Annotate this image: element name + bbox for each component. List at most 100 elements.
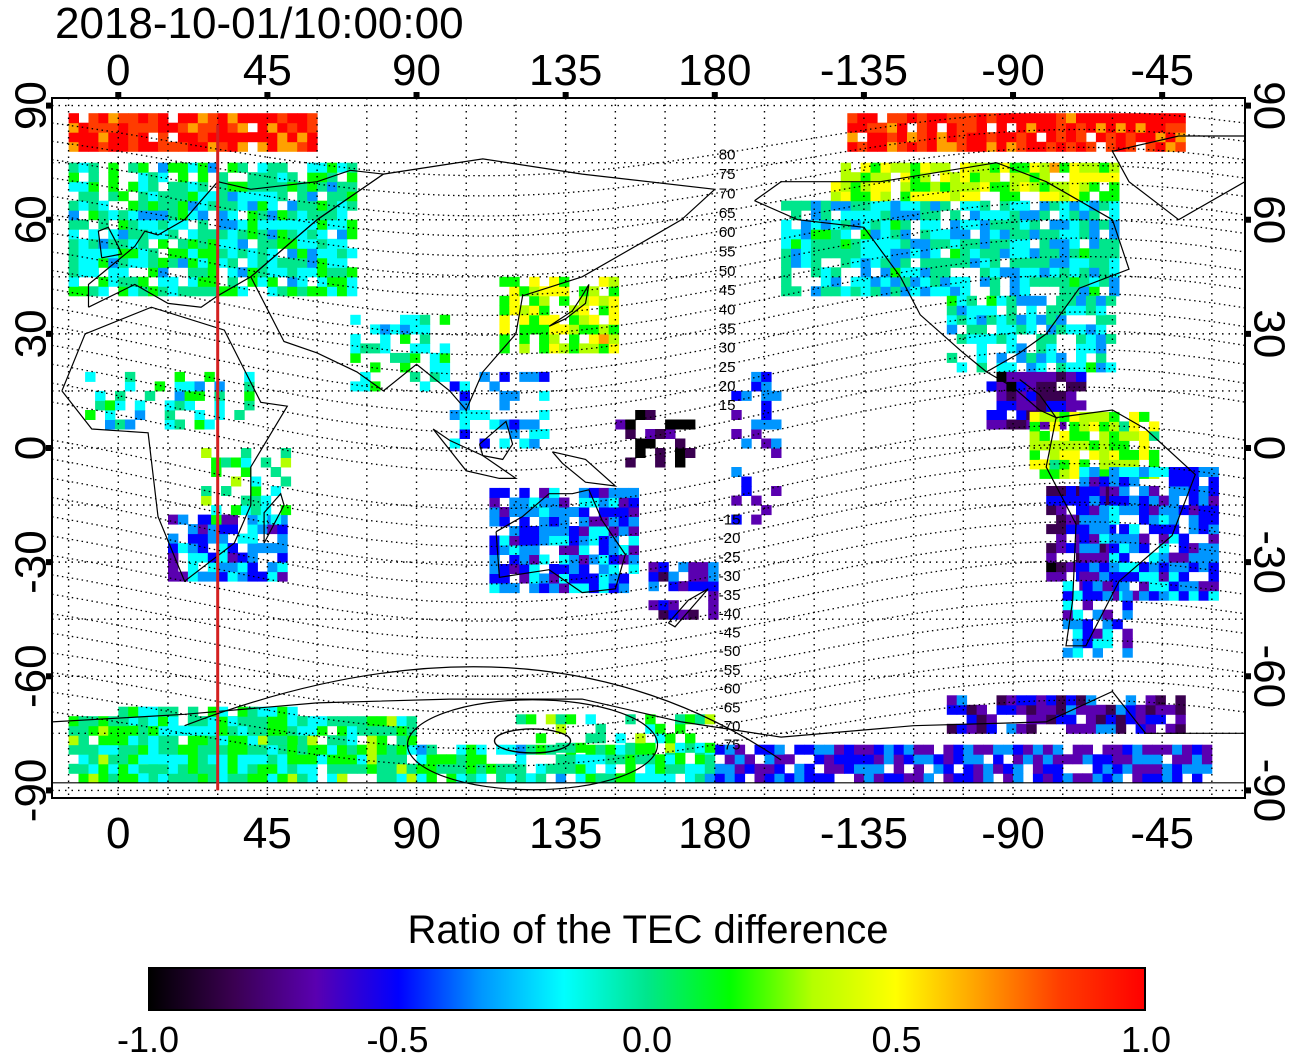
tec-patch xyxy=(128,744,139,755)
tec-patch xyxy=(489,419,500,430)
tec-patch xyxy=(999,210,1011,221)
tec-patch xyxy=(810,286,822,297)
tec-patch xyxy=(1052,763,1064,774)
tec-patch xyxy=(1099,238,1110,249)
tec-patch xyxy=(221,486,232,496)
tec-patch xyxy=(380,343,391,354)
tec-patch xyxy=(910,172,921,183)
tec-patch xyxy=(78,141,89,152)
tec-patch xyxy=(655,448,666,458)
tec-patch xyxy=(98,257,109,268)
tec-patch xyxy=(519,545,530,555)
tec-patch xyxy=(260,457,272,468)
tec-patch xyxy=(923,754,934,765)
tec-patch xyxy=(1056,324,1067,335)
tec-patch xyxy=(207,267,219,278)
tec-patch xyxy=(559,343,570,354)
tec-patch xyxy=(1089,486,1100,496)
tec-patch xyxy=(900,248,911,259)
tec-patch xyxy=(860,181,871,192)
tec-patch xyxy=(346,735,358,746)
tec-patch xyxy=(625,773,636,784)
tec-patch xyxy=(946,704,958,715)
tec-patch xyxy=(860,267,871,278)
tec-patch xyxy=(1076,704,1087,715)
tec-patch xyxy=(588,324,600,335)
tec-patch xyxy=(956,704,968,715)
tec-patch xyxy=(128,706,139,717)
tec-patch xyxy=(986,419,997,430)
tec-patch xyxy=(926,141,938,152)
tec-patch xyxy=(1208,590,1219,601)
tec-patch xyxy=(406,763,417,774)
tec-patch xyxy=(158,210,169,221)
tec-patch xyxy=(105,400,116,411)
tec-patch xyxy=(1082,754,1093,765)
tec-patch xyxy=(781,248,792,259)
tec-patch xyxy=(1089,467,1100,477)
tec-patch xyxy=(1125,695,1137,706)
tec-patch xyxy=(337,773,348,784)
magnetic-contour xyxy=(52,128,1245,197)
tec-patch xyxy=(1145,113,1156,124)
tec-patch xyxy=(1072,647,1084,658)
tec-patch xyxy=(969,238,981,249)
tec-patch xyxy=(1076,343,1087,354)
tec-patch xyxy=(598,535,610,546)
tec-patch xyxy=(1042,763,1054,774)
magnetic-contour xyxy=(52,579,1245,659)
tec-patch xyxy=(1049,449,1060,460)
tec-patch xyxy=(68,122,79,133)
tec-patch xyxy=(1079,191,1090,202)
tec-patch xyxy=(108,132,119,143)
tec-patch xyxy=(860,200,871,211)
tec-patch xyxy=(983,744,994,755)
contour-label: -55 xyxy=(719,662,741,679)
tec-patch xyxy=(1168,476,1180,487)
contour-label: 20 xyxy=(719,378,736,395)
tec-patch xyxy=(1122,638,1133,649)
tec-patch xyxy=(1119,524,1130,535)
tec-patch xyxy=(1066,295,1077,306)
tec-patch xyxy=(1026,113,1037,124)
tec-patch xyxy=(595,773,606,784)
tec-patch xyxy=(1016,371,1027,382)
tec-patch xyxy=(207,754,219,765)
tec-patch xyxy=(489,554,500,565)
tec-patch xyxy=(1099,524,1110,535)
tec-patch xyxy=(999,267,1011,278)
tec-patch xyxy=(327,172,338,183)
tec-patch xyxy=(108,257,119,268)
tec-patch xyxy=(237,533,248,544)
tec-patch xyxy=(1029,248,1040,259)
tec-patch xyxy=(900,267,911,278)
tec-patch xyxy=(1129,533,1140,544)
tec-patch xyxy=(588,516,600,527)
tec-patch xyxy=(694,763,706,774)
tec-patch xyxy=(247,773,258,784)
tec-patch xyxy=(400,362,411,373)
tec-patch xyxy=(519,314,530,325)
tec-patch xyxy=(287,141,298,152)
tec-patch xyxy=(870,210,881,221)
tec-patch xyxy=(771,419,782,430)
tec-patch xyxy=(810,267,822,278)
tec-patch xyxy=(247,257,258,268)
tec-patch xyxy=(628,487,639,498)
tec-patch xyxy=(986,714,997,725)
tec-patch xyxy=(509,583,520,594)
tec-patch xyxy=(950,191,961,202)
tec-patch xyxy=(1013,763,1024,774)
tec-patch xyxy=(1069,411,1080,422)
tec-patch xyxy=(1079,486,1090,496)
tec-patch xyxy=(741,438,752,449)
magnetic-contour xyxy=(52,219,1245,297)
tec-patch xyxy=(307,725,318,736)
tec-patch xyxy=(1089,562,1100,573)
tec-patch xyxy=(966,141,977,152)
tec-patch xyxy=(598,526,610,536)
tec-patch xyxy=(1089,552,1100,563)
tec-patch xyxy=(297,200,308,211)
tec-patch xyxy=(781,219,792,230)
tec-patch xyxy=(688,562,699,573)
